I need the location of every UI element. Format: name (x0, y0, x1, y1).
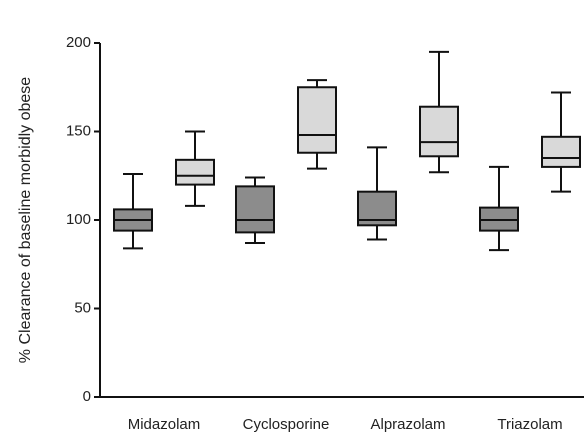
x-tick-label: Alprazolam (370, 416, 445, 433)
y-tick-label: 50 (74, 299, 91, 316)
y-tick-label: 0 (83, 388, 91, 405)
box (235, 185, 275, 234)
box (541, 135, 581, 168)
y-axis-label: % Clearance of baseline morbidly obese (17, 77, 34, 363)
x-tick-label: Triazolam (497, 416, 562, 433)
box (175, 158, 215, 186)
y-tick-label: 150 (66, 122, 91, 139)
y-tick-label: 100 (66, 211, 91, 228)
y-tick-label: 200 (66, 34, 91, 51)
box (419, 105, 459, 158)
x-tick-label: Midazolam (128, 416, 201, 433)
x-tick-label: Cyclosporine (243, 416, 330, 433)
box (297, 86, 337, 154)
